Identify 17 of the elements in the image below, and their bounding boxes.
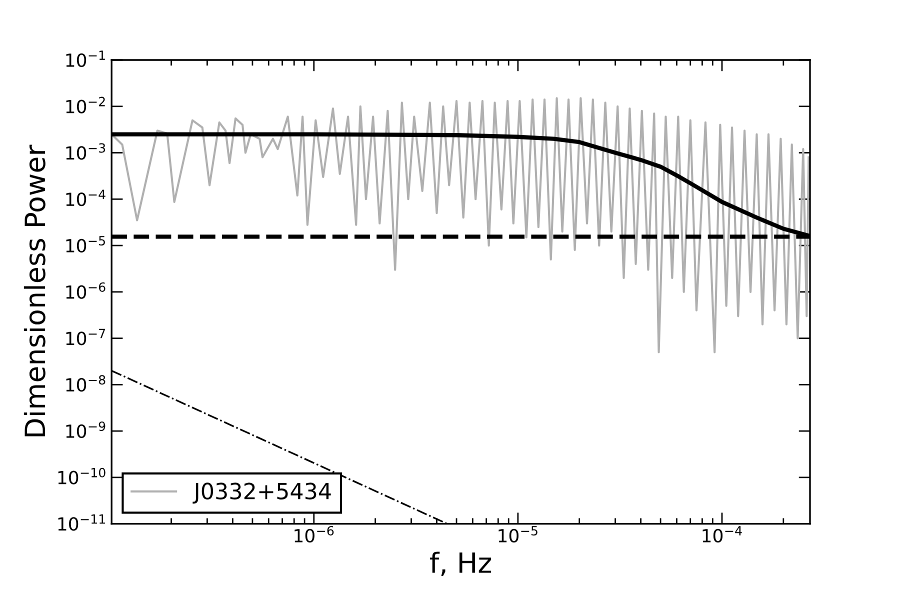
y-tick-label: 10$^{−10}$ bbox=[58, 468, 106, 484]
y-tick-label: 10$^{−7}$ bbox=[66, 328, 106, 346]
y-tick-label: 10$^{−3}$ bbox=[66, 143, 106, 160]
x-tick-label: 10$^{−5}$ bbox=[498, 526, 538, 543]
y-tick-label: 10$^{−5}$ bbox=[66, 236, 105, 253]
y-tick-label: 10$^{−11}$ bbox=[58, 514, 106, 531]
legend-label: J0332+5434 bbox=[192, 482, 331, 504]
y-tick-label: 10$^{−1}$ bbox=[66, 50, 105, 67]
y-tick-label: 10$^{−9}$ bbox=[66, 421, 106, 438]
y-tick-label: 10$^{−8}$ bbox=[66, 375, 106, 392]
y-tick-label: 10$^{−6}$ bbox=[66, 282, 106, 299]
y-tick-label: 10$^{−4}$ bbox=[66, 190, 106, 206]
x-tick-label: 10$^{−6}$ bbox=[294, 526, 334, 542]
y-axis-title: Dimensionless Power bbox=[24, 144, 46, 436]
x-tick-label: 10$^{−4}$ bbox=[702, 526, 742, 543]
x-axis-title: f, Hz bbox=[430, 552, 492, 576]
y-tick-label: 10$^{−2}$ bbox=[66, 96, 105, 114]
